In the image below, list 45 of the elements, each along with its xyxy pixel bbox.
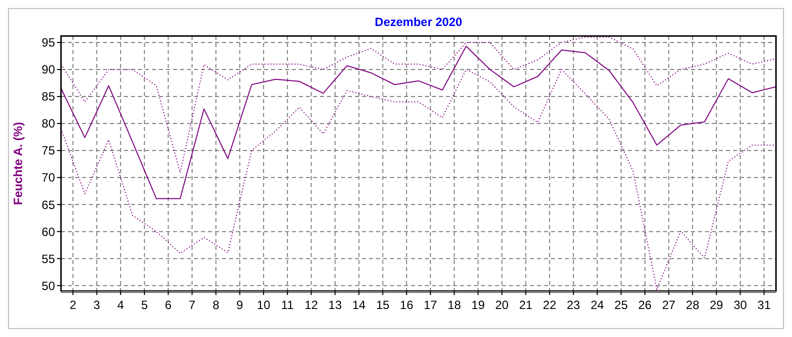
x-tick-label: 29 bbox=[710, 298, 724, 312]
y-tick-label: 95 bbox=[42, 36, 56, 50]
line-series bbox=[60, 36, 776, 174]
x-tick-label: 21 bbox=[519, 298, 533, 312]
x-tick-label: 23 bbox=[566, 298, 580, 312]
y-tick-label: 60 bbox=[42, 224, 56, 239]
x-tick-label: 31 bbox=[757, 298, 772, 312]
x-tick-label: 27 bbox=[662, 298, 676, 312]
y-tick-label: 75 bbox=[42, 144, 56, 158]
y-tick-label: 55 bbox=[42, 252, 56, 266]
x-tick-label: 7 bbox=[188, 298, 196, 312]
line-series bbox=[60, 46, 776, 200]
x-tick-label: 4 bbox=[117, 298, 124, 312]
chart-title: Dezember 2020 bbox=[374, 15, 463, 29]
line-series bbox=[60, 68, 776, 290]
x-tick-label: 6 bbox=[164, 298, 172, 312]
x-tick-label: 10 bbox=[256, 298, 271, 312]
x-tick-label: 20 bbox=[495, 298, 509, 312]
y-tick-label: 50 bbox=[42, 278, 56, 293]
x-tick-label: 16 bbox=[400, 298, 414, 312]
x-tick-label: 8 bbox=[212, 298, 220, 312]
x-tick-label: 3 bbox=[93, 298, 100, 312]
x-tick-label: 18 bbox=[448, 298, 462, 312]
x-tick-label: 9 bbox=[236, 298, 244, 312]
y-tick-label: 85 bbox=[42, 90, 56, 104]
x-tick-label: 5 bbox=[141, 298, 148, 312]
x-tick-label: 14 bbox=[352, 298, 366, 312]
x-tick-label: 13 bbox=[328, 298, 342, 312]
y-tick-label: 90 bbox=[42, 62, 56, 77]
x-tick-label: 2 bbox=[70, 298, 77, 312]
y-tick-label: 80 bbox=[42, 116, 56, 131]
y-tick-label: 70 bbox=[42, 170, 56, 185]
x-tick-label: 25 bbox=[614, 298, 628, 312]
x-tick-label: 19 bbox=[471, 298, 486, 312]
x-tick-label: 15 bbox=[376, 298, 390, 312]
y-tick-label: 65 bbox=[42, 198, 56, 212]
x-tick-label: 22 bbox=[542, 298, 557, 312]
x-tick-label: 24 bbox=[590, 298, 604, 312]
x-tick-label: 30 bbox=[734, 298, 748, 312]
x-tick-label: 12 bbox=[304, 298, 318, 312]
x-tick-label: 28 bbox=[686, 298, 700, 312]
x-tick-label: 26 bbox=[638, 298, 652, 312]
x-tick-label: 11 bbox=[281, 298, 294, 312]
y-axis-title: Feuchte A. (%) bbox=[11, 122, 25, 205]
x-tick-label: 17 bbox=[424, 298, 438, 312]
